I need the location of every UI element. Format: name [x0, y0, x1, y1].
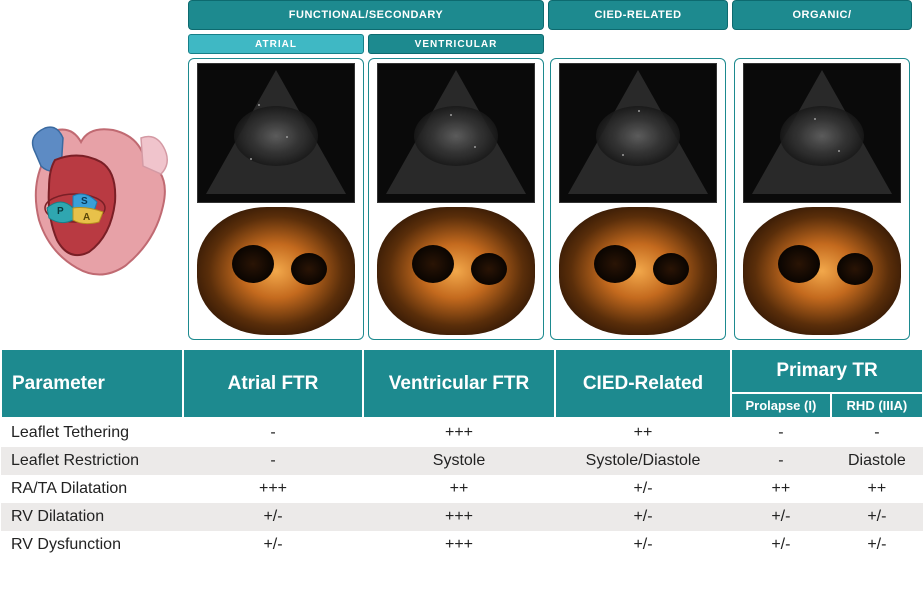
ventricular-3d-image — [377, 207, 535, 335]
leaflet-a-label: A — [83, 212, 90, 223]
cell-param: RA/TA Dilatation — [1, 475, 183, 503]
atrial-3d-image — [197, 207, 355, 335]
cied-group: CIED-RELATED — [548, 0, 728, 340]
cell-atrial: +++ — [183, 475, 363, 503]
cied-image-column — [550, 58, 726, 340]
cell-rhd: - — [831, 418, 923, 447]
th-atrial: Atrial FTR — [183, 349, 363, 418]
cell-rhd: +/- — [831, 503, 923, 531]
organic-echo-image — [743, 63, 901, 203]
cell-cied: ++ — [555, 418, 731, 447]
cell-param: RV Dysfunction — [1, 531, 183, 559]
cell-cied: Systole/Diastole — [555, 447, 731, 475]
organic-3d-image — [743, 207, 901, 335]
cell-param: RV Dilatation — [1, 503, 183, 531]
table-row: RV Dysfunction +/- +++ +/- +/- +/- — [1, 531, 923, 559]
atrial-echo-image — [197, 63, 355, 203]
th-cied: CIED-Related — [555, 349, 731, 418]
cell-prolapse: +/- — [731, 531, 831, 559]
cell-prolapse: - — [731, 418, 831, 447]
cied-header: CIED-RELATED — [548, 0, 728, 30]
functional-header: FUNCTIONAL/SECONDARY — [188, 0, 544, 30]
ventricular-echo-image — [377, 63, 535, 203]
cell-ventricular: +++ — [363, 418, 555, 447]
cied-echo-image — [559, 63, 717, 203]
cell-cied: +/- — [555, 503, 731, 531]
th-primary: Primary TR — [731, 349, 923, 393]
cell-ventricular: +++ — [363, 503, 555, 531]
table-row: RV Dilatation +/- +++ +/- +/- +/- — [1, 503, 923, 531]
cell-rhd: ++ — [831, 475, 923, 503]
heart-anatomy-diagram: P S A — [8, 100, 188, 300]
atrial-sub-badge: ATRIAL — [188, 34, 364, 54]
cell-cied: +/- — [555, 475, 731, 503]
organic-image-column — [734, 58, 910, 340]
heart-svg: P S A — [23, 120, 173, 280]
th-ventricular: Ventricular FTR — [363, 349, 555, 418]
category-columns: FUNCTIONAL/SECONDARY ATRIAL VENTRICULAR — [188, 0, 912, 340]
cell-prolapse: ++ — [731, 475, 831, 503]
organic-group: ORGANIC/ — [732, 0, 912, 340]
cell-ventricular: ++ — [363, 475, 555, 503]
cell-ventricular: +++ — [363, 531, 555, 559]
organic-header: ORGANIC/ — [732, 0, 912, 30]
table-row: RA/TA Dilatation +++ ++ +/- ++ ++ — [1, 475, 923, 503]
table-header-row: Parameter Atrial FTR Ventricular FTR CIE… — [1, 349, 923, 393]
cell-rhd: Diastole — [831, 447, 923, 475]
cell-atrial: - — [183, 418, 363, 447]
ventricular-sub-badge: VENTRICULAR — [368, 34, 544, 54]
cell-atrial: +/- — [183, 503, 363, 531]
atrial-image-column — [188, 58, 364, 340]
top-image-region: P S A FUNCTIONAL/SECONDARY ATRIAL VENTRI… — [0, 0, 924, 348]
th-parameter: Parameter — [1, 349, 183, 418]
parameter-table: Parameter Atrial FTR Ventricular FTR CIE… — [0, 348, 924, 559]
functional-group: FUNCTIONAL/SECONDARY ATRIAL VENTRICULAR — [188, 0, 544, 340]
cell-prolapse: +/- — [731, 503, 831, 531]
cell-cied: +/- — [555, 531, 731, 559]
table-body: Leaflet Tethering - +++ ++ - - Leaflet R… — [1, 418, 923, 559]
th-rhd: RHD (IIIA) — [831, 393, 923, 418]
cell-rhd: +/- — [831, 531, 923, 559]
ventricular-image-column — [368, 58, 544, 340]
cell-atrial: +/- — [183, 531, 363, 559]
cell-param: Leaflet Restriction — [1, 447, 183, 475]
leaflet-s-label: S — [81, 196, 88, 207]
table-row: Leaflet Restriction - Systole Systole/Di… — [1, 447, 923, 475]
leaflet-p-label: P — [57, 206, 64, 217]
cied-3d-image — [559, 207, 717, 335]
cell-ventricular: Systole — [363, 447, 555, 475]
table-row: Leaflet Tethering - +++ ++ - - — [1, 418, 923, 447]
cell-atrial: - — [183, 447, 363, 475]
cell-prolapse: - — [731, 447, 831, 475]
th-prolapse: Prolapse (I) — [731, 393, 831, 418]
cell-param: Leaflet Tethering — [1, 418, 183, 447]
